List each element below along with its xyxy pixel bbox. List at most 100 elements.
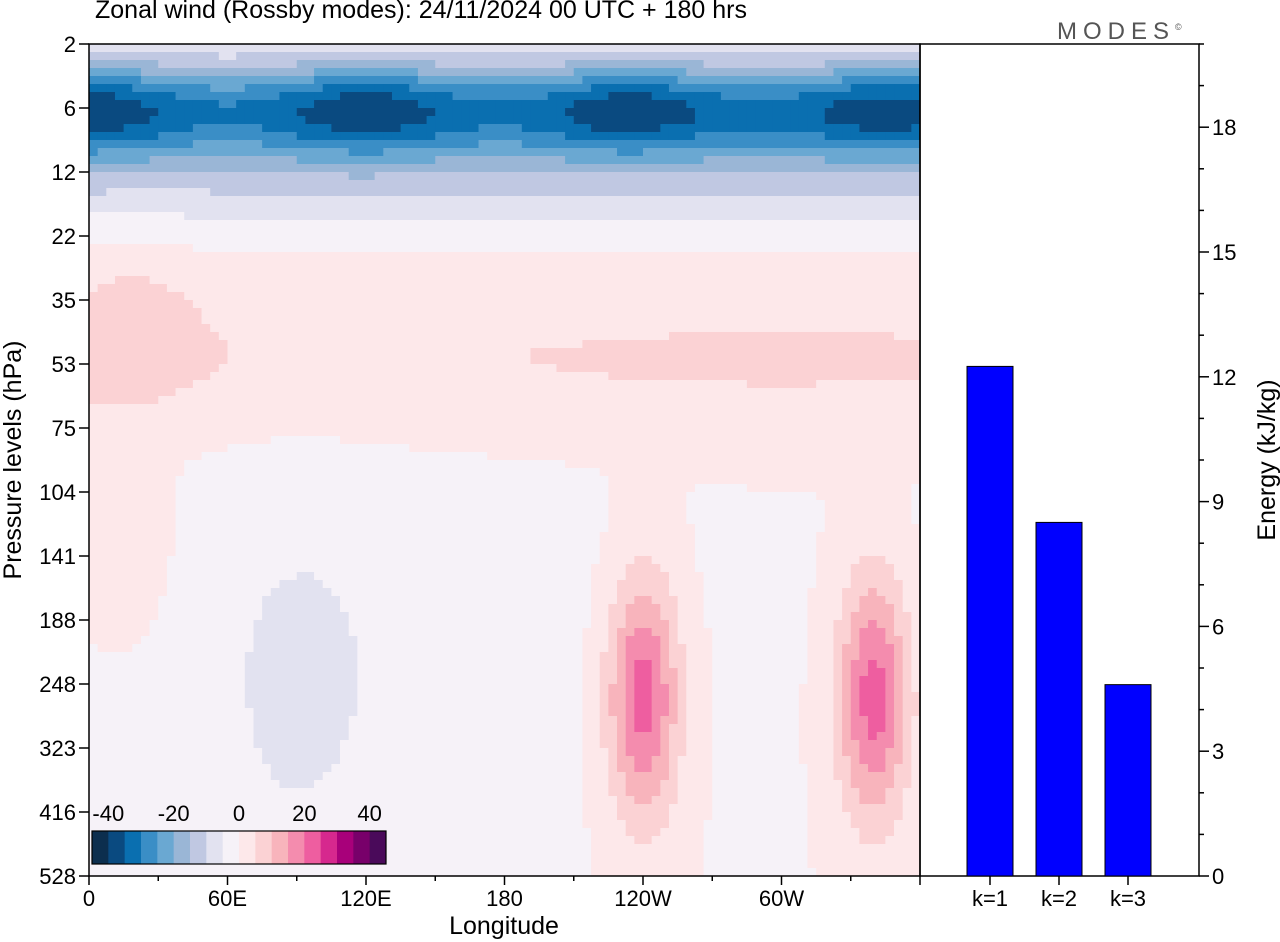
heatmap-cell	[530, 236, 540, 245]
heatmap-cell	[902, 236, 912, 245]
heatmap-cell	[686, 140, 696, 149]
heatmap-cell	[435, 340, 445, 349]
heatmap-cell	[175, 348, 185, 357]
heatmap-cell	[833, 332, 843, 341]
heatmap-cell	[279, 420, 289, 429]
heatmap-cell	[288, 452, 298, 461]
heatmap-cell	[132, 300, 142, 309]
heatmap-cell	[885, 204, 895, 213]
heatmap-cell	[461, 52, 471, 61]
heatmap-cell	[227, 220, 237, 229]
heatmap-cell	[192, 148, 203, 157]
heatmap-cell	[348, 132, 358, 141]
heatmap-cell	[755, 260, 765, 269]
heatmap-cell	[703, 180, 713, 189]
heatmap-cell	[296, 356, 307, 365]
heatmap-cell	[833, 284, 843, 293]
heatmap-cell	[894, 156, 904, 165]
heatmap-cell	[599, 364, 609, 373]
heatmap-cell	[270, 292, 281, 301]
heatmap-cell	[694, 348, 705, 357]
heatmap-cell	[859, 172, 869, 181]
heatmap-cell	[573, 396, 584, 405]
heatmap-cell	[443, 412, 454, 421]
heatmap-cell	[244, 252, 255, 261]
heatmap-cell	[279, 188, 289, 197]
heatmap-cell	[452, 252, 462, 261]
heatmap-cell	[279, 124, 289, 133]
heatmap-cell	[166, 244, 177, 253]
heatmap-cell	[322, 284, 332, 293]
heatmap-cell	[790, 316, 800, 325]
heatmap-cell	[634, 268, 644, 277]
heatmap-cell	[443, 436, 454, 445]
heatmap-cell	[885, 420, 895, 429]
heatmap-cell	[677, 92, 687, 101]
heatmap-cell	[158, 316, 168, 325]
heatmap-cell	[331, 428, 341, 437]
heatmap-cell	[270, 308, 281, 317]
heatmap-cell	[366, 44, 376, 53]
heatmap-cell	[781, 60, 791, 69]
heatmap-cell	[192, 324, 203, 333]
heatmap-cell	[720, 60, 731, 69]
heatmap-cell	[660, 140, 670, 149]
heatmap-cell	[288, 380, 298, 389]
heatmap-cell	[391, 100, 402, 109]
heatmap-cell	[850, 356, 861, 365]
heatmap-cell	[426, 92, 436, 101]
heatmap-cell	[712, 268, 722, 277]
heatmap-cell	[495, 124, 506, 133]
heatmap-cell	[738, 380, 748, 389]
heatmap-cell	[504, 388, 514, 397]
heatmap-cell	[617, 76, 627, 85]
heatmap-cell	[106, 196, 116, 205]
heatmap-cell	[565, 156, 575, 165]
heatmap-cell	[876, 364, 886, 373]
heatmap-cell	[495, 308, 506, 317]
heatmap-cell	[824, 276, 835, 285]
heatmap-cell	[132, 284, 142, 293]
heatmap-cell	[625, 380, 635, 389]
heatmap-cell	[192, 228, 203, 237]
heatmap-cell	[435, 132, 445, 141]
heatmap-cell	[876, 140, 886, 149]
heatmap-cell	[842, 180, 852, 189]
heatmap-cell	[720, 212, 731, 221]
heatmap-cell	[331, 260, 341, 269]
heatmap-cell	[746, 436, 757, 445]
heatmap-cell	[435, 316, 445, 325]
heatmap-cell	[218, 164, 229, 173]
heatmap-cell	[340, 76, 350, 85]
heatmap-cell	[322, 204, 332, 213]
heatmap-cell	[729, 180, 739, 189]
heatmap-cell	[772, 340, 783, 349]
heatmap-cell	[798, 68, 809, 77]
heatmap-cell	[746, 404, 757, 413]
heatmap-cell	[712, 412, 722, 421]
heatmap-cell	[521, 284, 532, 293]
heatmap-cell	[495, 412, 506, 421]
heatmap-cell	[816, 260, 826, 269]
heatmap-cell	[296, 372, 307, 381]
heatmap-cell	[868, 268, 878, 277]
heatmap-cell	[772, 308, 783, 317]
heatmap-cell	[530, 204, 540, 213]
heatmap-cell	[305, 412, 315, 421]
heatmap-cell	[374, 372, 384, 381]
heatmap-cell	[824, 420, 835, 429]
heatmap-cell	[314, 220, 324, 229]
heatmap-cell	[296, 420, 307, 429]
heatmap-cell	[833, 84, 843, 93]
heatmap-cell	[824, 244, 835, 253]
heatmap-cell	[513, 452, 523, 461]
heatmap-cell	[781, 404, 791, 413]
heatmap-cell	[582, 244, 592, 253]
heatmap-cell	[166, 100, 177, 109]
heatmap-cell	[374, 284, 384, 293]
heatmap-cell	[495, 132, 506, 141]
heatmap-cell	[140, 204, 151, 213]
heatmap-cell	[798, 420, 809, 429]
heatmap-cell	[244, 284, 255, 293]
heatmap-cell	[591, 124, 601, 133]
